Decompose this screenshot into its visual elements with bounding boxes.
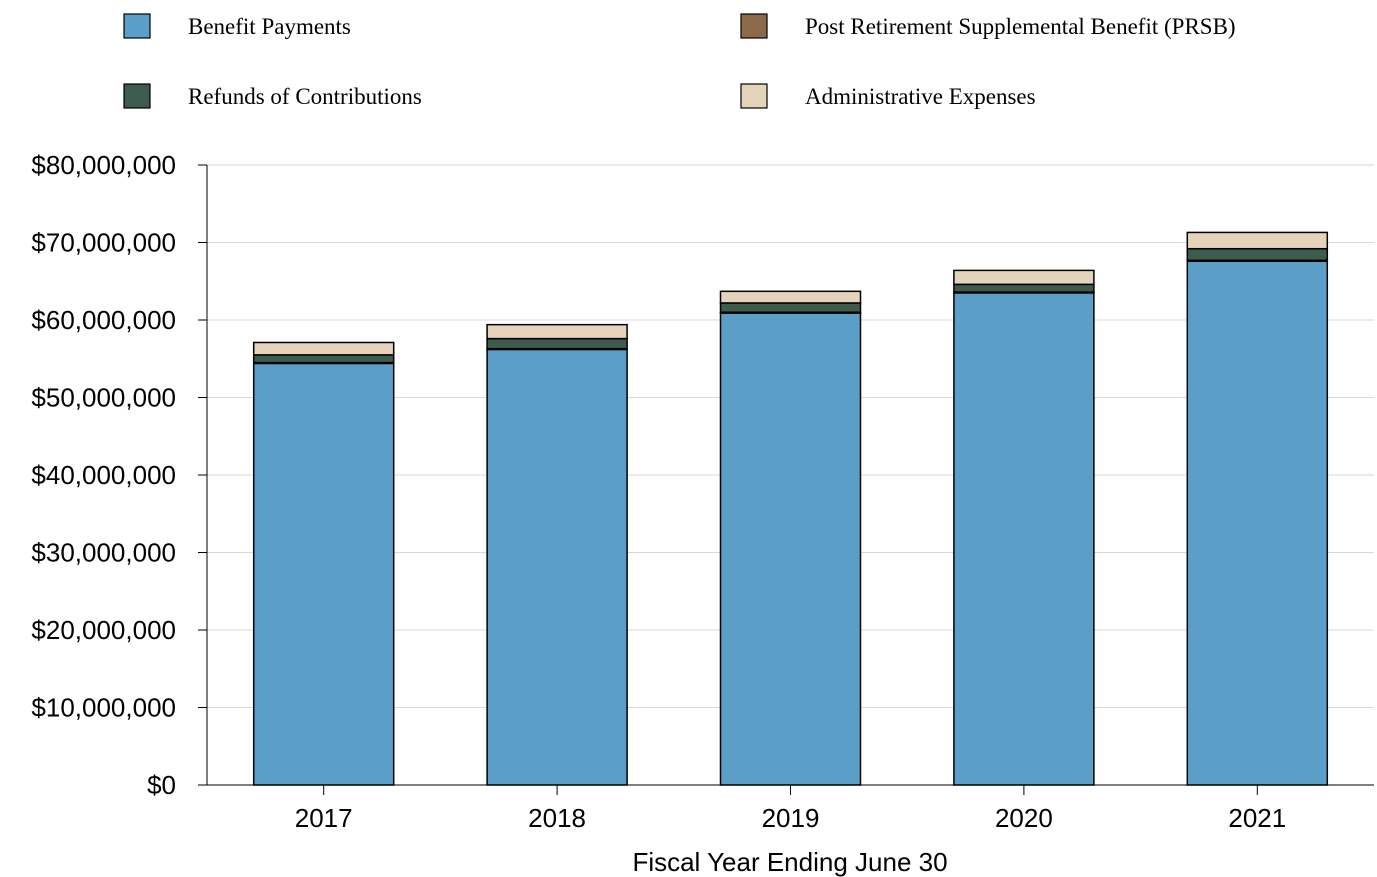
y-tick-label: $10,000,000 bbox=[31, 693, 176, 723]
x-tick-label: 2021 bbox=[1228, 803, 1286, 833]
legend-swatch bbox=[123, 13, 151, 39]
bar-segment bbox=[1186, 260, 1329, 786]
bar-segment bbox=[953, 292, 1095, 786]
bar-segment bbox=[1186, 231, 1329, 250]
bar-segment bbox=[953, 269, 1095, 286]
x-axis: 2017 2018 2019 2020 2021 bbox=[198, 784, 1374, 833]
bar-segment bbox=[719, 312, 862, 786]
legend-swatch bbox=[740, 13, 768, 39]
legend-label: Refunds of Contributions bbox=[188, 84, 422, 109]
y-tick-label: $50,000,000 bbox=[31, 383, 176, 413]
legend-label: Post Retirement Supplemental Benefit (PR… bbox=[805, 14, 1236, 39]
bar-segment bbox=[486, 323, 628, 340]
legend-swatch bbox=[740, 83, 768, 109]
y-tick-label: $70,000,000 bbox=[31, 228, 176, 258]
bar-segment bbox=[719, 290, 862, 304]
legend-swatch bbox=[123, 83, 151, 109]
y-tick-label: $20,000,000 bbox=[31, 615, 176, 645]
y-tick-label: $80,000,000 bbox=[31, 150, 176, 180]
legend-label: Benefit Payments bbox=[188, 14, 351, 39]
y-tick-label: $40,000,000 bbox=[31, 460, 176, 490]
bars bbox=[252, 231, 1329, 786]
bar-segment bbox=[486, 337, 628, 350]
x-axis-title: Fiscal Year Ending June 30 bbox=[632, 847, 947, 877]
y-tick-label: $30,000,000 bbox=[31, 538, 176, 568]
y-tick-label: $0 bbox=[147, 770, 176, 800]
bar-segment bbox=[252, 341, 395, 356]
bar-segment bbox=[953, 283, 1095, 293]
x-tick-label: 2019 bbox=[762, 803, 820, 833]
y-axis: $0 $10,000,000 $20,000,000 $30,000,000 $40,0… bbox=[31, 150, 208, 800]
bar-segment bbox=[252, 354, 395, 364]
bar-segment bbox=[252, 362, 395, 786]
bar-segment bbox=[719, 302, 862, 314]
bar-segment bbox=[1186, 247, 1329, 262]
x-tick-label: 2017 bbox=[295, 803, 353, 833]
x-tick-label: 2018 bbox=[528, 803, 586, 833]
bar-segment bbox=[486, 348, 628, 786]
x-tick-label: 2020 bbox=[995, 803, 1053, 833]
legend: Benefit Payments Post Retirement Suppleme… bbox=[123, 13, 1236, 109]
legend-label: Administrative Expenses bbox=[805, 84, 1036, 109]
y-tick-label: $60,000,000 bbox=[31, 305, 176, 335]
